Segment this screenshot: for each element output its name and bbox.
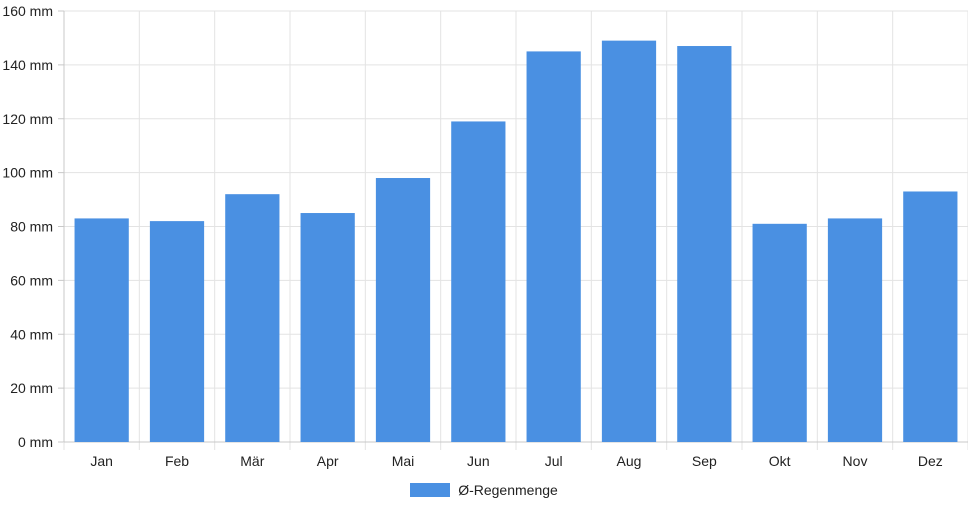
y-tick-label: 20 mm [10,380,53,396]
y-tick-label: 120 mm [2,111,53,127]
y-tick-label: 100 mm [2,165,53,181]
legend-swatch [410,483,451,497]
bar-aug [601,40,657,442]
x-tick-label: Mai [392,453,415,469]
bar-feb [149,221,205,442]
y-tick-label: 80 mm [10,219,53,235]
chart-plot: 0 mm 20 mm 40 mm 60 mm 80 mm 100 mm 120 mm 140 … [2,3,968,469]
legend-label: Ø-Regenmenge [458,482,558,498]
x-tick-label: Jan [90,453,113,469]
chart-legend[interactable]: Ø-Regenmenge [0,480,968,500]
y-tick-label: 40 mm [10,326,53,342]
bar-mai [375,178,431,442]
x-tick-label: Dez [918,453,943,469]
bar-jan [74,218,129,442]
bar-nov [827,218,883,442]
y-tick-label: 140 mm [2,57,53,73]
x-tick-label: Apr [317,453,339,469]
bar-mär [225,194,280,442]
x-tick-label: Nov [843,453,868,469]
y-tick-label: 160 mm [2,3,53,19]
x-tick-label: Jul [545,453,563,469]
bar-jun [451,121,506,442]
x-tick-label: Sep [692,453,717,469]
bar-dez [903,191,958,442]
x-tick-label: Mär [240,453,264,469]
x-tick-label: Feb [165,453,189,469]
bar-jul [526,51,581,442]
y-tick-label: 60 mm [10,272,53,288]
bar-apr [300,213,355,442]
y-tick-label: 0 mm [18,434,53,450]
bar-sep [677,46,732,443]
bar-okt [752,223,807,442]
x-tick-label: Okt [769,453,791,469]
x-tick-label: Jun [467,453,490,469]
x-tick-label: Aug [617,453,642,469]
